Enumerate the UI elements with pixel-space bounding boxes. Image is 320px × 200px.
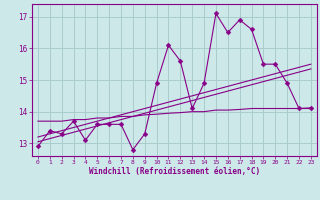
X-axis label: Windchill (Refroidissement éolien,°C): Windchill (Refroidissement éolien,°C) xyxy=(89,167,260,176)
